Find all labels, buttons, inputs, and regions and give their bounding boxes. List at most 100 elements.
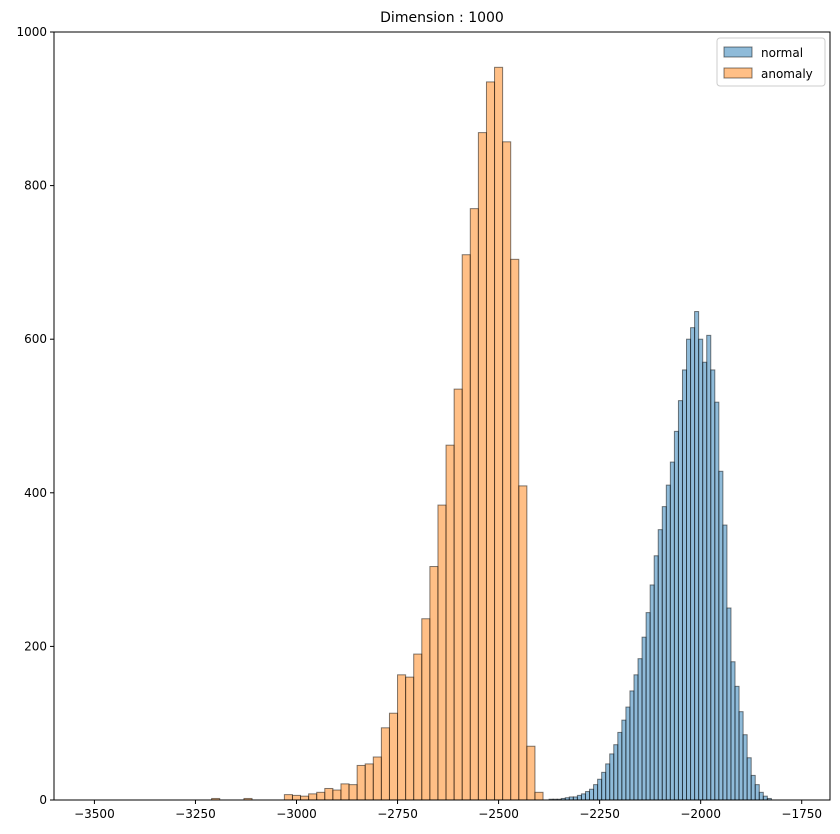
normal-bar [617, 731, 623, 801]
normal-bar [710, 369, 716, 801]
normal-bar [609, 753, 615, 801]
normal-bar [665, 484, 671, 801]
normal-bar [681, 369, 688, 801]
normal-bar [601, 771, 607, 801]
normal-bar [669, 461, 675, 801]
plot-frame [53, 31, 831, 801]
axes-layer: −3500 −3250 −3000 −2750 −2500 −2250 −2000 −1750… [16, 25, 831, 821]
normal-bar [641, 636, 647, 801]
normal-bar [694, 311, 700, 801]
normal-bar [580, 793, 586, 801]
y-tick-label: 1000 [16, 25, 47, 39]
x-tick-label: −1750 [781, 807, 822, 821]
x-tick-label: −3500 [74, 807, 115, 821]
anomaly-bar [510, 258, 520, 801]
anomaly-bar [388, 712, 399, 801]
normal-bar [706, 334, 712, 801]
x-tick-label: −3250 [175, 807, 216, 821]
normal-bar [754, 784, 760, 801]
anomaly-bar [300, 795, 310, 801]
normal-bar [621, 719, 627, 801]
anomaly-bar [477, 132, 487, 801]
legend-swatch-anomaly [723, 67, 753, 79]
anomaly-bar [283, 794, 293, 801]
y-tick-label: 600 [24, 332, 47, 346]
normal-bar [690, 327, 696, 801]
normal-bar [738, 711, 744, 801]
normal-bar [597, 778, 603, 801]
y-tick-label: 0 [39, 793, 47, 807]
anomaly-bar [437, 504, 447, 801]
anomaly-bar [429, 566, 439, 801]
anomaly-bar [372, 756, 382, 801]
anomaly-bar [534, 791, 544, 801]
normal-bar [645, 612, 651, 801]
anomaly-bar [356, 764, 366, 801]
y-tick-label: 400 [24, 486, 47, 500]
legend-swatch-normal [723, 46, 753, 58]
normal-bar [625, 706, 631, 801]
anomaly-bar [453, 388, 463, 801]
normal-bar [657, 529, 663, 801]
normal-bar [714, 401, 720, 801]
anomaly-bar [469, 208, 479, 801]
normal-bar [762, 795, 768, 801]
normal-bar [686, 338, 692, 801]
normal-bar [746, 757, 752, 801]
normal-bar [677, 400, 683, 801]
anomaly-bar [502, 141, 512, 801]
x-tick-label: −2750 [377, 807, 418, 821]
anomaly-bar [291, 794, 302, 801]
normal-bar [637, 658, 643, 801]
y-tick-label: 200 [24, 639, 47, 653]
anomaly-bar [340, 783, 350, 801]
anomaly-bar [308, 793, 318, 801]
anomaly-bar [494, 66, 504, 801]
anomaly-bar [332, 789, 342, 801]
legend-label-anomaly: anomaly [761, 67, 813, 81]
anomaly-bar [445, 444, 455, 801]
normal-bar [758, 791, 764, 801]
normal-bar [593, 784, 599, 801]
normal-bar [726, 607, 732, 801]
normal-bar [576, 794, 582, 801]
normal-bar [584, 791, 591, 801]
normal-bar [734, 685, 740, 801]
x-tick-label: −2000 [680, 807, 721, 821]
anomaly-bar [526, 745, 536, 801]
y-tick-label: 800 [24, 179, 47, 193]
normal-bar [730, 661, 736, 801]
anomaly-bar [421, 618, 431, 801]
anomaly-bar [397, 674, 407, 801]
normal-bar [702, 361, 708, 801]
anomaly-bar [364, 763, 374, 801]
normal-bar [589, 788, 595, 801]
x-tick-label: −2250 [579, 807, 620, 821]
normal-bar [742, 734, 748, 801]
anomaly-bar [485, 81, 496, 801]
normal-bar [629, 690, 635, 801]
chart-title: Dimension : 1000 [380, 10, 504, 26]
anomaly-bar [316, 791, 326, 801]
normal-bar [673, 430, 679, 801]
legend: normal anomaly [716, 37, 826, 87]
anomaly-bar [518, 485, 528, 801]
normal-bar [633, 674, 639, 801]
x-tick-label: −2500 [478, 807, 519, 821]
anomaly-bar [413, 653, 423, 801]
normal-bar [661, 506, 667, 801]
normal-bar [718, 470, 724, 801]
anomaly-bar [461, 254, 471, 801]
normal-bar [613, 744, 619, 801]
legend-label-normal: normal [761, 46, 803, 60]
normal-bar [698, 338, 704, 801]
anomaly-bar [324, 787, 334, 801]
normal-bar [750, 774, 756, 801]
anomaly-bar [405, 676, 415, 801]
normal-bar [653, 555, 659, 801]
anomaly-bar [348, 784, 358, 801]
anomaly-bar [380, 727, 390, 801]
x-tick-label: −3000 [276, 807, 317, 821]
